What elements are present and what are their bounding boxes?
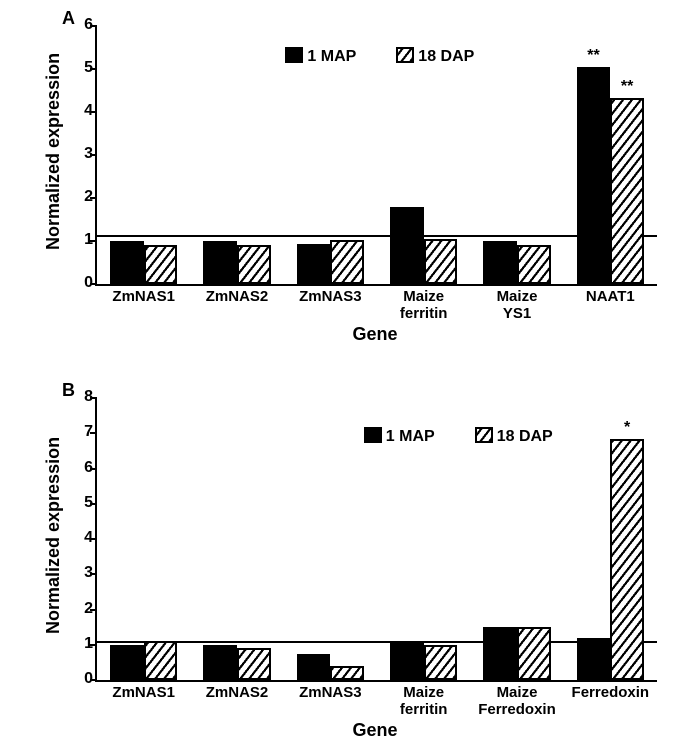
- x-category-label: ZmNAS1: [97, 684, 190, 701]
- bar: [203, 241, 237, 284]
- x-axis-title: Gene: [95, 720, 655, 741]
- y-tick-mark: [90, 609, 97, 611]
- bar: [517, 245, 551, 284]
- bar: [330, 666, 364, 680]
- y-tick-label: 5: [63, 494, 93, 512]
- y-tick-mark: [90, 468, 97, 470]
- bar: [203, 645, 237, 680]
- y-tick-label: 0: [63, 670, 93, 688]
- legend-swatch: [396, 47, 414, 63]
- x-category-label: ZmNAS3: [284, 684, 377, 701]
- bar: [517, 627, 551, 680]
- legend-item: 1 MAP: [364, 428, 435, 445]
- legend-swatch: [285, 47, 303, 63]
- y-tick-label: 7: [63, 423, 93, 441]
- x-category-label: ZmNAS3: [284, 288, 377, 305]
- bar: [577, 638, 611, 680]
- x-category-label: Maizeferritin: [377, 288, 470, 323]
- reference-line: [97, 235, 657, 237]
- y-tick-mark: [90, 154, 97, 156]
- legend-item: 18 DAP: [475, 428, 553, 445]
- panel-a: A0123456ZmNAS1ZmNAS2ZmNAS3MaizeferritinM…: [0, 8, 679, 328]
- y-tick-label: 4: [63, 102, 93, 120]
- bar: [483, 627, 517, 680]
- bar: [424, 645, 458, 680]
- y-axis-title: Normalized expression: [43, 437, 64, 634]
- y-tick-label: 0: [63, 274, 93, 292]
- x-category-label: MaizeFerredoxin: [470, 684, 563, 719]
- x-category-label: Ferredoxin: [564, 684, 657, 701]
- panel-b: B012345678ZmNAS1ZmNAS2ZmNAS3Maizeferriti…: [0, 380, 679, 750]
- y-tick-mark: [90, 25, 97, 27]
- significance-marker: *: [610, 419, 644, 437]
- bar: [297, 654, 331, 680]
- bar: [330, 240, 364, 284]
- y-tick-label: 2: [63, 188, 93, 206]
- legend: 1 MAP 18 DAP: [285, 47, 514, 66]
- legend-label: 18 DAP: [497, 428, 553, 445]
- bar: [110, 241, 144, 284]
- y-tick-mark: [90, 573, 97, 575]
- bar: [424, 239, 458, 284]
- legend-swatch: [475, 427, 493, 443]
- legend-item: 18 DAP: [396, 48, 474, 65]
- bar: [610, 439, 644, 680]
- y-tick-label: 6: [63, 16, 93, 34]
- bar: [237, 245, 271, 284]
- x-category-label: Maizeferritin: [377, 684, 470, 719]
- legend-label: 1 MAP: [386, 428, 435, 445]
- bar: [390, 207, 424, 284]
- y-tick-mark: [90, 397, 97, 399]
- y-tick-label: 1: [63, 231, 93, 249]
- legend-item: 1 MAP: [285, 48, 356, 65]
- y-tick-mark: [90, 644, 97, 646]
- bar: [297, 244, 331, 284]
- y-tick-label: 4: [63, 529, 93, 547]
- y-tick-label: 6: [63, 459, 93, 477]
- legend-label: 18 DAP: [418, 48, 474, 65]
- legend-swatch: [364, 427, 382, 443]
- bar: [577, 67, 611, 284]
- y-tick-label: 5: [63, 59, 93, 77]
- bar: [610, 98, 644, 284]
- bar: [237, 648, 271, 680]
- bar: [483, 241, 517, 284]
- x-category-label: ZmNAS2: [190, 288, 283, 305]
- bar: [144, 245, 178, 284]
- y-tick-label: 3: [63, 564, 93, 582]
- y-tick-label: 2: [63, 600, 93, 618]
- legend-label: 1 MAP: [307, 48, 356, 65]
- bar: [144, 641, 178, 680]
- y-tick-mark: [90, 111, 97, 113]
- y-tick-mark: [90, 503, 97, 505]
- y-tick-mark: [90, 197, 97, 199]
- y-tick-mark: [90, 679, 97, 681]
- y-tick-mark: [90, 68, 97, 70]
- bar: [390, 641, 424, 680]
- bar: [110, 645, 144, 680]
- y-tick-mark: [90, 240, 97, 242]
- y-tick-mark: [90, 432, 97, 434]
- reference-line: [97, 641, 657, 643]
- y-tick-label: 3: [63, 145, 93, 163]
- legend: 1 MAP 18 DAP: [364, 427, 593, 446]
- x-category-label: ZmNAS1: [97, 288, 190, 305]
- significance-marker: **: [610, 78, 644, 96]
- x-axis-title: Gene: [95, 324, 655, 345]
- y-tick-mark: [90, 538, 97, 540]
- x-category-label: ZmNAS2: [190, 684, 283, 701]
- significance-marker: **: [577, 47, 611, 65]
- y-tick-label: 1: [63, 635, 93, 653]
- x-category-label: MaizeYS1: [470, 288, 563, 323]
- y-axis-title: Normalized expression: [43, 53, 64, 250]
- y-tick-mark: [90, 283, 97, 285]
- x-category-label: NAAT1: [564, 288, 657, 305]
- y-tick-label: 8: [63, 388, 93, 406]
